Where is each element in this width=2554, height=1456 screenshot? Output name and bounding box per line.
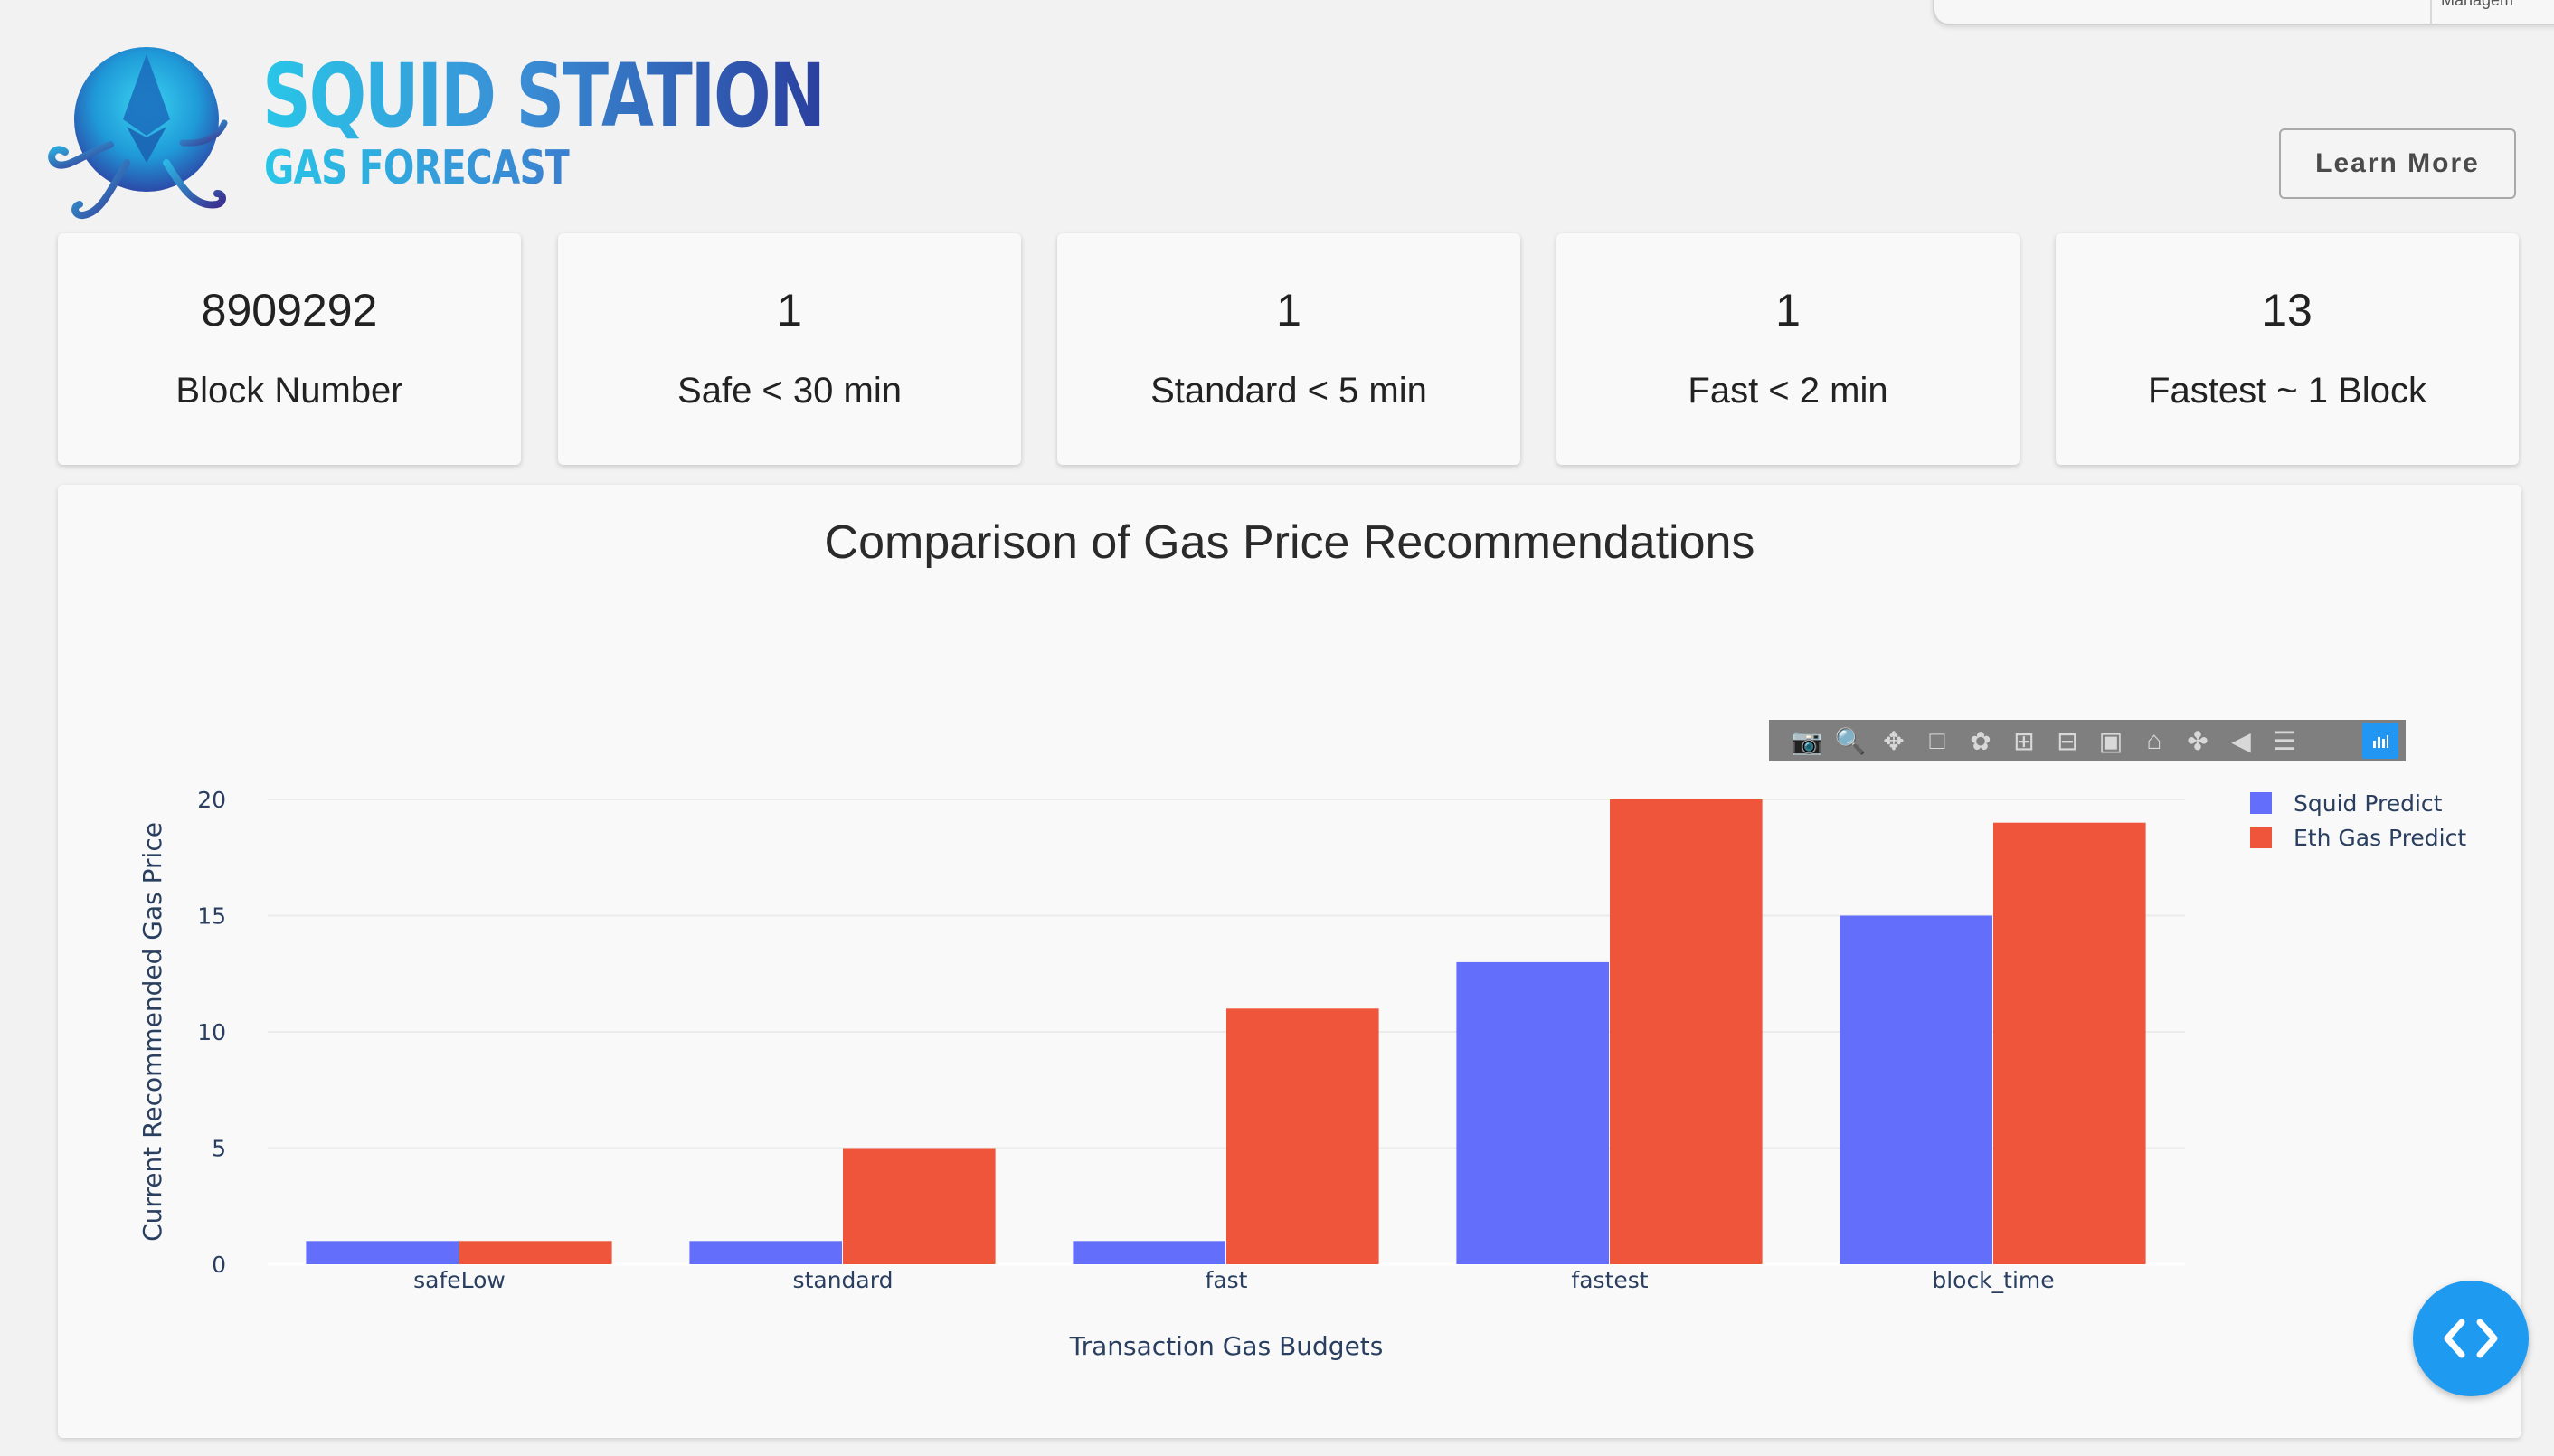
y-axis-title: Current Recommended Gas Price	[137, 822, 167, 1242]
brand-title: SQUID STATION	[262, 45, 826, 147]
stat-label: Fast < 2 min	[1688, 371, 1888, 411]
bar-fastest-eth	[1610, 799, 1763, 1264]
chart-modebar: 📷 🔍 ✥ □ ✿ ⊞ ⊟ ▣ ⌂ ✤ ◀ ☰	[1769, 720, 2406, 761]
zoom-icon[interactable]: 🔍	[1834, 726, 1867, 755]
x-axis-title: Transaction Gas Budgets	[1069, 1331, 1384, 1361]
legend-label: Eth Gas Predict	[2294, 825, 2466, 851]
browser-overlay-panel: Managem	[1933, 0, 2554, 25]
stat-label: Block Number	[175, 371, 403, 411]
legend-swatch	[2250, 827, 2272, 848]
spike-lines-icon[interactable]: ✤	[2187, 726, 2209, 755]
bar-block_time-eth	[1993, 822, 2146, 1264]
legend-label: Squid Predict	[2294, 790, 2443, 817]
stat-label: Safe < 30 min	[677, 371, 902, 411]
camera-icon[interactable]: 📷	[1791, 726, 1823, 755]
brand-subtitle: GAS FORECAST	[264, 141, 571, 195]
pan-icon[interactable]: ✥	[1883, 726, 1905, 755]
y-tick-label: 10	[197, 1019, 226, 1045]
bar-standard-eth	[843, 1148, 996, 1264]
overlay-text: Managem	[2441, 0, 2514, 9]
overlay-divider	[2430, 0, 2432, 24]
stat-value: 13	[2262, 285, 2313, 336]
zoom-out-icon[interactable]: ⊟	[2057, 726, 2078, 755]
y-tick-label: 5	[212, 1136, 226, 1162]
x-tick-label: safeLow	[413, 1267, 506, 1293]
code-toggle-button[interactable]	[2413, 1281, 2529, 1396]
stat-label: Fastest ~ 1 Block	[2148, 371, 2426, 411]
stat-card-fast: 1 Fast < 2 min	[1556, 233, 2020, 465]
x-tick-label: fast	[1206, 1267, 1248, 1293]
plotly-logo-icon[interactable]	[2362, 723, 2398, 759]
bar-block_time-squid	[1840, 915, 1992, 1264]
bar-standard-squid	[689, 1241, 842, 1264]
hover-closest-icon[interactable]: ◀	[2231, 726, 2251, 755]
bar-safeLow-squid	[306, 1241, 459, 1264]
learn-more-button[interactable]: Learn More	[2279, 128, 2516, 199]
stat-label: Standard < 5 min	[1150, 371, 1427, 411]
stat-card-fastest: 13 Fastest ~ 1 Block	[2056, 233, 2519, 465]
stat-value: 1	[1775, 285, 1801, 336]
box-select-icon[interactable]: □	[1929, 726, 1945, 754]
y-tick-label: 0	[212, 1252, 226, 1278]
home-icon[interactable]: ⌂	[2146, 726, 2162, 754]
zoom-in-icon[interactable]: ⊞	[2013, 726, 2035, 755]
bar-fast-eth	[1226, 1008, 1379, 1264]
stat-value: 8909292	[201, 285, 378, 336]
x-tick-label: fastest	[1571, 1267, 1648, 1293]
chart-panel: Comparison of Gas Price Recommendations …	[58, 485, 2521, 1438]
autoscale-icon[interactable]: ▣	[2098, 726, 2124, 755]
legend-swatch	[2250, 792, 2272, 814]
stat-card-block-number: 8909292 Block Number	[58, 233, 521, 465]
y-tick-label: 15	[197, 903, 226, 930]
bar-safeLow-eth	[459, 1241, 612, 1264]
y-tick-label: 20	[197, 787, 226, 813]
stat-card-standard: 1 Standard < 5 min	[1057, 233, 1520, 465]
squid-logo-icon	[48, 47, 228, 219]
bar-fast-squid	[1073, 1241, 1225, 1264]
bar-chart: 0 5 10 15 20 safeLow standard fast fastest block_…	[137, 787, 2466, 1361]
x-tick-label: standard	[793, 1267, 894, 1293]
hover-compare-icon[interactable]: ☰	[2273, 726, 2296, 755]
bar-fastest-squid	[1456, 961, 1609, 1264]
stat-card-safe: 1 Safe < 30 min	[558, 233, 1021, 465]
code-brackets-icon	[2444, 1319, 2498, 1358]
chart-title: Comparison of Gas Price Recommendations	[824, 516, 1755, 569]
lasso-select-icon[interactable]: ✿	[1970, 726, 1991, 755]
stat-value: 1	[1276, 285, 1301, 336]
x-tick-label: block_time	[1932, 1267, 2054, 1293]
stat-value: 1	[777, 285, 802, 336]
